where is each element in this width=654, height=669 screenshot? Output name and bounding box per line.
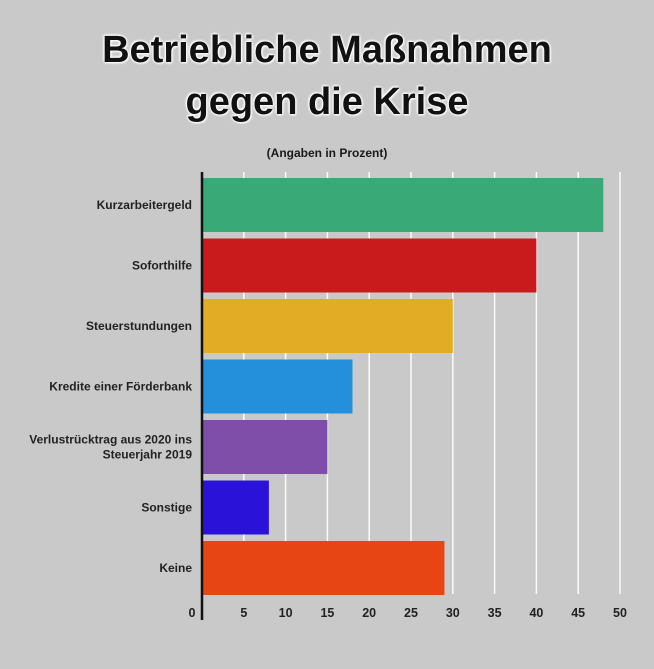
category-label: Keine (159, 561, 192, 575)
category-label: Steuerstundungen (86, 319, 192, 333)
category-label-line: Steuerstundungen (86, 319, 192, 333)
chart-title-line-1: Betriebliche Maßnahmen (102, 29, 552, 71)
x-tick-label: 10 (279, 606, 293, 620)
bar (202, 238, 537, 293)
x-tick-label: 30 (446, 606, 460, 620)
bar (202, 541, 445, 595)
category-label-line: Kredite einer Förderbank (49, 380, 192, 394)
category-label-line: Keine (159, 561, 192, 575)
category-label-line: Verlustrücktrag aus 2020 ins (29, 433, 192, 447)
x-tick-labels: 0 5 10 15 20 25 30 35 40 45 50 (189, 606, 627, 620)
x-tick-label: 5 (240, 606, 247, 620)
bar (202, 178, 604, 232)
category-label: Soforthilfe (132, 259, 192, 273)
bar (202, 480, 269, 535)
x-tick-label: 15 (320, 606, 334, 620)
category-label-line: Sonstige (141, 501, 192, 515)
x-tick-label: 40 (529, 606, 543, 620)
x-tick-label: 20 (362, 606, 376, 620)
x-tick-label: 50 (613, 606, 627, 620)
bars (202, 178, 604, 595)
bar (202, 299, 453, 353)
x-tick-label: 25 (404, 606, 418, 620)
x-tick-label: 45 (571, 606, 585, 620)
category-label: Sonstige (141, 501, 192, 515)
category-label-line: Soforthilfe (132, 259, 192, 273)
category-label: Verlustrücktrag aus 2020 ins Steuerjahr 2… (29, 433, 192, 462)
category-label-line: Kurzarbeitergeld (97, 198, 192, 212)
chart-title: Betriebliche Maßnahmen gegen die Krise (0, 24, 654, 128)
category-label-line: Steuerjahr 2019 (103, 448, 193, 462)
chart-subtitle: (Angaben in Prozent) (266, 146, 388, 160)
bar (202, 359, 353, 414)
category-label: Kurzarbeitergeld (97, 198, 192, 212)
chart-title-line-2: gegen die Krise (185, 81, 469, 123)
bar (202, 420, 328, 474)
category-label: Kredite einer Förderbank (49, 380, 192, 394)
x-tick-label: 0 (189, 606, 196, 620)
category-labels: Kurzarbeitergeld Soforthilfe Steuerstundun… (29, 198, 192, 575)
x-tick-label: 35 (488, 606, 502, 620)
